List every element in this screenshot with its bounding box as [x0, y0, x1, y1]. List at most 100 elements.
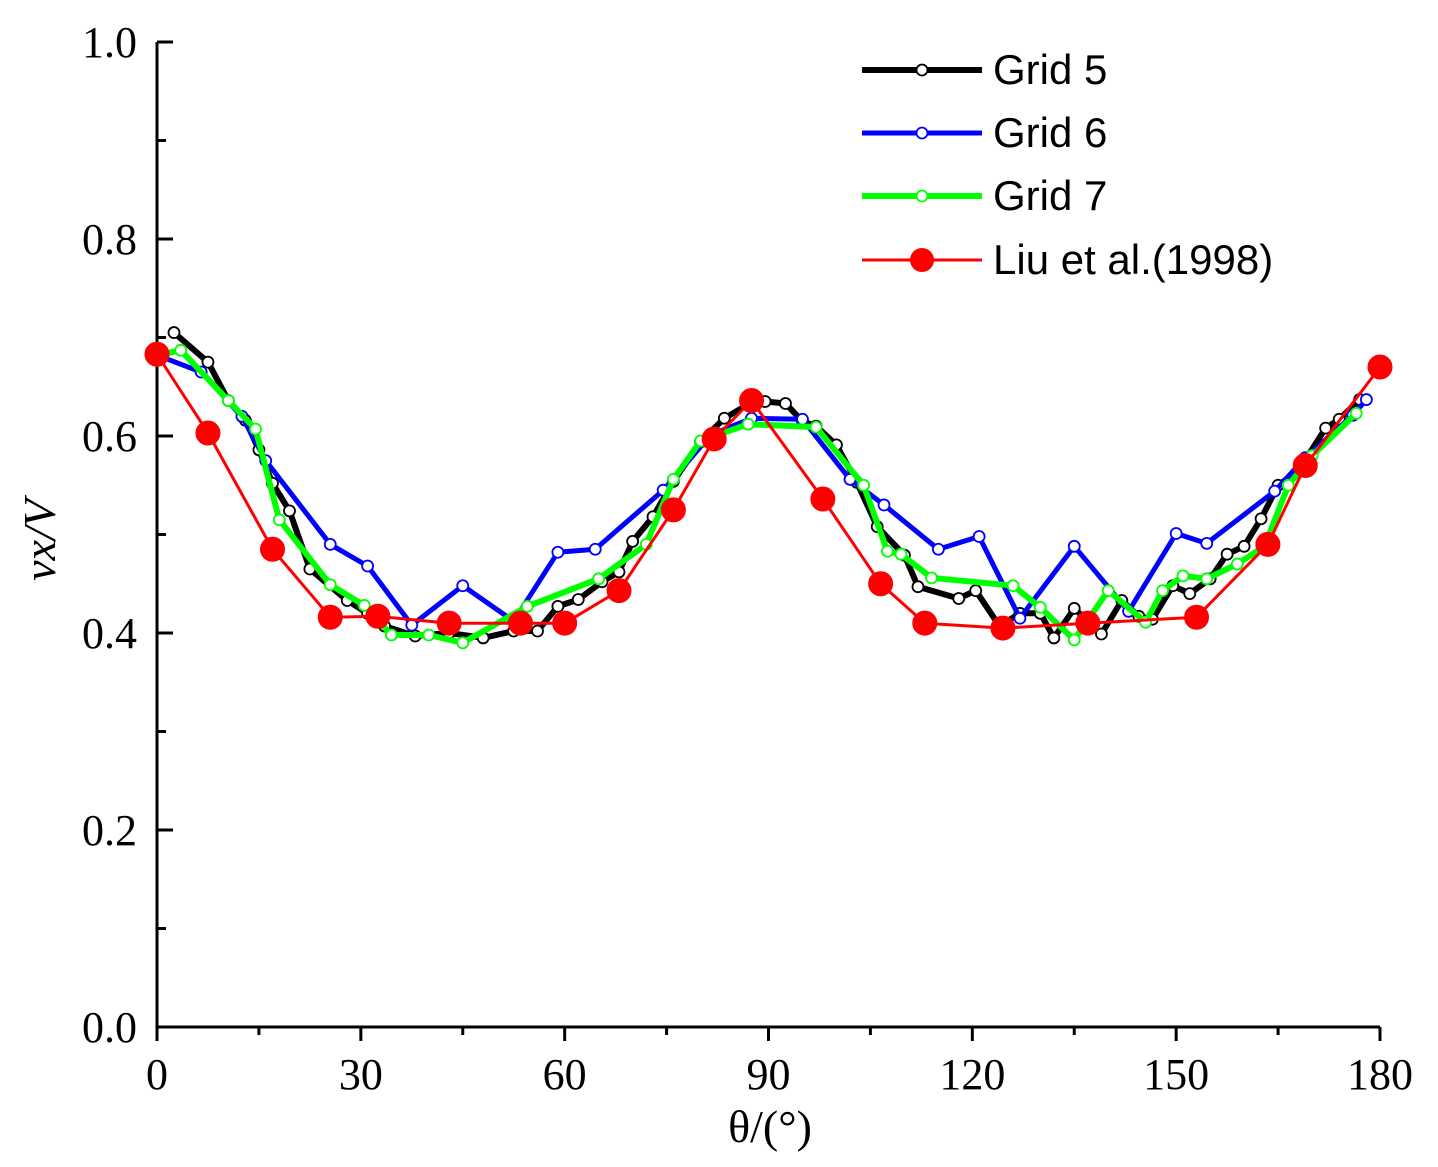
- data-point: [174, 343, 188, 357]
- series-line: [156, 347, 1359, 646]
- data-point: [1200, 536, 1214, 550]
- data-point: [810, 486, 836, 512]
- axes: [155, 42, 1380, 1029]
- data-point: [1067, 633, 1081, 647]
- x-tick-label: 0: [146, 1050, 168, 1099]
- data-point: [972, 530, 986, 543]
- legend-label: Grid 6: [993, 109, 1107, 156]
- legend-item: Liu et al.(1998): [862, 236, 1273, 283]
- data-point: [1367, 354, 1393, 380]
- data-point: [809, 420, 823, 434]
- data-point: [1067, 601, 1081, 615]
- data-point: [1184, 604, 1210, 630]
- data-point: [249, 422, 262, 436]
- data-point: [588, 542, 602, 556]
- data-point: [626, 534, 640, 548]
- series-4: [144, 341, 1393, 641]
- data-point: [571, 593, 585, 606]
- data-point: [1013, 611, 1027, 625]
- data-point: [739, 388, 765, 414]
- y-axis-title: vx/V: [14, 494, 65, 581]
- data-point: [552, 610, 578, 636]
- legend-swatch-marker: [915, 126, 929, 140]
- y-tick-label: 0.2: [82, 806, 137, 855]
- data-point: [1075, 610, 1101, 636]
- legend-label: Grid 5: [993, 46, 1107, 93]
- data-point: [1281, 478, 1295, 492]
- data-point: [317, 604, 343, 630]
- data-point: [260, 536, 286, 562]
- data-point: [666, 472, 680, 486]
- data-point: [1237, 539, 1251, 553]
- data-point: [990, 615, 1016, 641]
- data-point: [195, 420, 221, 446]
- data-point: [717, 411, 731, 425]
- legend-item: Grid 7: [862, 172, 1107, 219]
- data-point: [272, 513, 286, 527]
- legend-item: Grid 5: [862, 46, 1107, 93]
- data-point: [436, 610, 462, 636]
- data-point: [894, 547, 908, 561]
- data-point: [701, 426, 727, 452]
- data-point: [952, 592, 966, 605]
- data-point: [1268, 484, 1282, 498]
- data-point: [283, 504, 296, 518]
- y-tick-label: 0.0: [82, 1003, 137, 1052]
- data-point: [1047, 631, 1061, 645]
- data-point: [520, 600, 534, 613]
- data-point: [323, 537, 337, 551]
- data-point: [969, 584, 983, 598]
- data-point: [1006, 579, 1020, 593]
- data-point: [323, 578, 337, 592]
- x-tick-label: 90: [747, 1050, 791, 1099]
- data-point: [422, 628, 436, 642]
- data-point: [881, 544, 894, 558]
- x-tick-label: 180: [1347, 1050, 1413, 1099]
- y-tick-label: 0.4: [82, 609, 137, 658]
- legend-swatch-marker: [915, 63, 929, 77]
- data-point: [911, 580, 925, 594]
- data-point: [221, 394, 235, 407]
- data-point: [365, 603, 391, 629]
- data-point: [868, 571, 894, 597]
- data-point: [1183, 587, 1197, 600]
- data-point: [1156, 584, 1169, 598]
- data-point: [1200, 572, 1214, 586]
- legend: Grid 5 Grid 6 Grid 7 Liu et al.(1998): [862, 46, 1273, 283]
- data-point: [1230, 557, 1244, 571]
- data-point: [877, 498, 891, 512]
- data-point: [606, 578, 632, 604]
- data-point: [1319, 421, 1333, 435]
- data-point: [144, 341, 170, 367]
- data-point: [1095, 627, 1108, 641]
- data-point: [592, 572, 606, 586]
- x-tick-label: 120: [939, 1050, 1005, 1099]
- data-point: [456, 636, 470, 650]
- data-point: [357, 599, 371, 612]
- data-point: [796, 412, 809, 426]
- data-point: [201, 355, 215, 369]
- data-point: [531, 624, 544, 638]
- x-tick-label: 150: [1143, 1050, 1209, 1099]
- data-point: [857, 478, 871, 492]
- y-tick-label: 0.8: [82, 215, 137, 264]
- series-line: [156, 352, 1369, 628]
- data-point: [551, 545, 565, 559]
- data-point: [925, 571, 938, 585]
- y-tick-label: 0.6: [82, 412, 137, 461]
- y-tick-label: 1.0: [82, 18, 137, 67]
- data-point: [660, 497, 686, 523]
- legend-label: Liu et al.(1998): [993, 236, 1273, 283]
- data-point: [1254, 512, 1268, 526]
- legend-swatch-marker: [910, 248, 934, 272]
- x-tick-label: 60: [543, 1050, 587, 1099]
- data-point: [912, 610, 938, 636]
- data-point: [741, 417, 755, 431]
- data-point: [1360, 393, 1373, 406]
- data-point: [779, 397, 792, 410]
- data-point: [1220, 547, 1234, 561]
- data-point: [1169, 527, 1183, 540]
- data-point: [1349, 406, 1363, 420]
- ticks: 0 30 60 90 120 150 180 0.0 0.2 0.4 0.6 0.8 1.0: [82, 18, 1413, 1099]
